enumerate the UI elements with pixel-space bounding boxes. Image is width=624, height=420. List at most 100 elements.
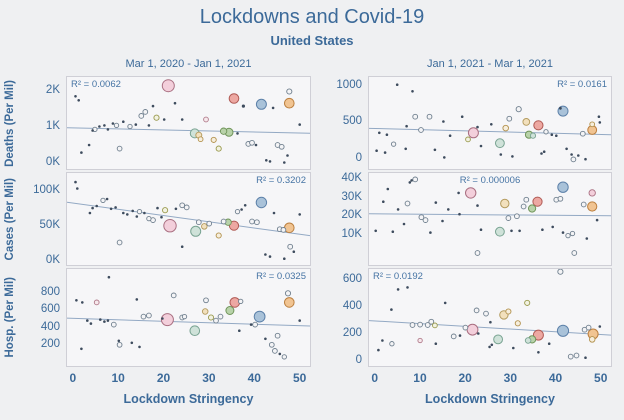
data-point[interactable] <box>412 113 419 120</box>
data-point[interactable] <box>460 115 464 118</box>
data-point[interactable] <box>514 320 521 327</box>
data-point[interactable] <box>122 211 125 215</box>
data-point[interactable] <box>533 120 544 131</box>
data-point[interactable] <box>243 204 247 207</box>
data-point[interactable] <box>443 301 447 305</box>
data-point[interactable] <box>410 179 413 182</box>
data-point[interactable] <box>268 160 272 163</box>
data-point[interactable] <box>466 323 479 336</box>
data-point[interactable] <box>490 123 493 126</box>
data-point[interactable] <box>417 321 423 328</box>
data-point[interactable] <box>595 218 599 222</box>
data-point[interactable] <box>162 118 166 121</box>
data-point[interactable] <box>75 299 78 302</box>
data-point[interactable] <box>385 133 389 136</box>
data-point[interactable] <box>268 341 275 348</box>
data-point[interactable] <box>597 115 601 118</box>
data-point[interactable] <box>254 219 260 226</box>
data-point[interactable] <box>381 339 384 342</box>
data-point[interactable] <box>203 116 209 123</box>
data-point[interactable] <box>217 313 224 320</box>
data-point[interactable] <box>140 313 147 320</box>
data-point[interactable] <box>76 187 79 190</box>
data-point[interactable] <box>541 228 544 231</box>
data-point[interactable] <box>249 323 253 326</box>
data-point[interactable] <box>502 124 509 132</box>
data-point[interactable] <box>465 187 477 199</box>
data-point[interactable] <box>505 308 512 315</box>
data-point[interactable] <box>87 143 91 147</box>
data-point[interactable] <box>241 104 245 108</box>
data-point[interactable] <box>490 343 494 347</box>
data-point[interactable] <box>286 154 289 157</box>
data-point[interactable] <box>131 209 134 213</box>
data-point[interactable] <box>146 215 152 222</box>
data-point[interactable] <box>238 329 241 332</box>
data-point[interactable] <box>418 127 424 133</box>
data-point[interactable] <box>103 320 106 323</box>
data-point[interactable] <box>543 129 549 135</box>
data-point[interactable] <box>283 257 286 260</box>
data-point[interactable] <box>274 332 281 339</box>
data-point[interactable] <box>77 99 80 102</box>
data-point[interactable] <box>113 122 120 129</box>
data-point[interactable] <box>195 219 202 226</box>
data-point[interactable] <box>383 151 387 154</box>
data-point[interactable] <box>494 138 505 149</box>
data-point[interactable] <box>103 124 106 127</box>
data-point[interactable] <box>458 334 462 337</box>
data-point[interactable] <box>180 245 184 248</box>
data-point[interactable] <box>107 275 111 279</box>
data-point[interactable] <box>215 145 222 152</box>
data-point[interactable] <box>474 250 481 256</box>
data-point[interactable] <box>142 109 149 115</box>
data-point[interactable] <box>374 229 377 233</box>
data-point[interactable] <box>161 317 164 320</box>
data-point[interactable] <box>565 147 568 151</box>
data-point[interactable] <box>494 226 505 237</box>
data-point[interactable] <box>234 208 241 215</box>
data-point[interactable] <box>457 191 460 195</box>
data-point[interactable] <box>585 324 592 331</box>
data-point[interactable] <box>122 120 125 123</box>
data-point[interactable] <box>173 101 177 105</box>
data-point[interactable] <box>573 352 580 359</box>
data-point[interactable] <box>585 237 589 240</box>
data-point[interactable] <box>467 127 479 139</box>
data-point[interactable] <box>210 136 217 143</box>
data-point[interactable] <box>181 313 188 320</box>
data-point[interactable] <box>434 342 438 345</box>
data-point[interactable] <box>532 329 544 341</box>
data-point[interactable] <box>228 220 240 231</box>
data-point[interactable] <box>489 320 492 324</box>
data-point[interactable] <box>271 106 275 110</box>
data-point[interactable] <box>284 290 292 297</box>
data-point[interactable] <box>542 150 546 153</box>
data-point[interactable] <box>483 310 489 317</box>
data-point[interactable] <box>207 314 215 321</box>
data-point[interactable] <box>447 208 450 211</box>
data-point[interactable] <box>505 215 512 221</box>
data-point[interactable] <box>80 151 83 154</box>
data-point[interactable] <box>146 312 152 319</box>
data-point[interactable] <box>493 334 504 345</box>
data-point[interactable] <box>458 212 461 216</box>
data-point[interactable] <box>522 118 531 126</box>
data-point[interactable] <box>598 325 602 328</box>
data-point[interactable] <box>116 145 123 152</box>
data-point[interactable] <box>98 125 101 128</box>
data-point[interactable] <box>91 206 94 210</box>
data-point[interactable] <box>110 321 117 328</box>
data-point[interactable] <box>240 208 243 211</box>
data-point[interactable] <box>156 206 159 210</box>
data-point[interactable] <box>523 196 530 203</box>
data-point[interactable] <box>465 136 471 143</box>
panel-deaths-right[interactable]: R² = 0.0161 <box>368 76 612 170</box>
data-point[interactable] <box>264 253 267 256</box>
data-point[interactable] <box>179 202 186 209</box>
data-point[interactable] <box>473 307 480 314</box>
data-point[interactable] <box>134 123 138 126</box>
data-point[interactable] <box>180 118 184 121</box>
data-point[interactable] <box>598 121 602 124</box>
data-point[interactable] <box>238 298 244 305</box>
